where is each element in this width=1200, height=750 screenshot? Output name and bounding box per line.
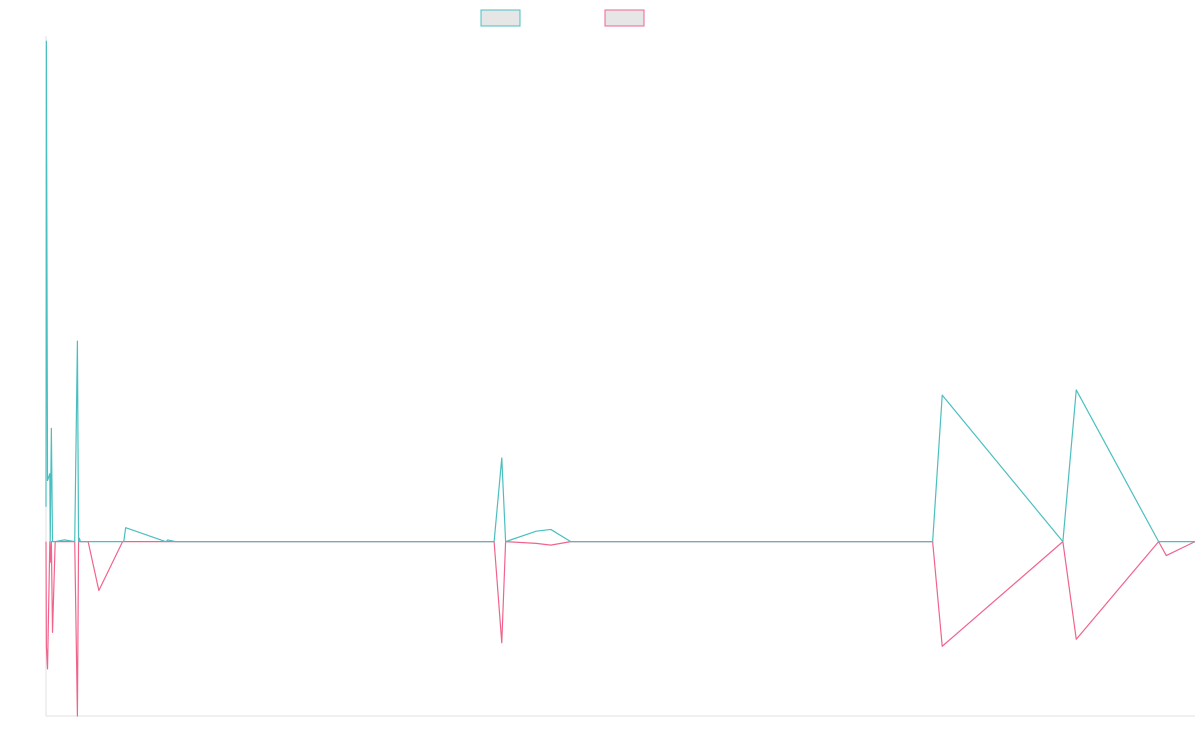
legend-swatch-series-2[interactable] (604, 9, 645, 27)
legend (480, 9, 645, 27)
legend-swatch-series-1[interactable] (480, 9, 521, 27)
series-2-line (45, 541, 1196, 717)
plot-area (45, 40, 1196, 717)
series-1-line (45, 40, 1195, 543)
axes (45, 36, 1195, 717)
